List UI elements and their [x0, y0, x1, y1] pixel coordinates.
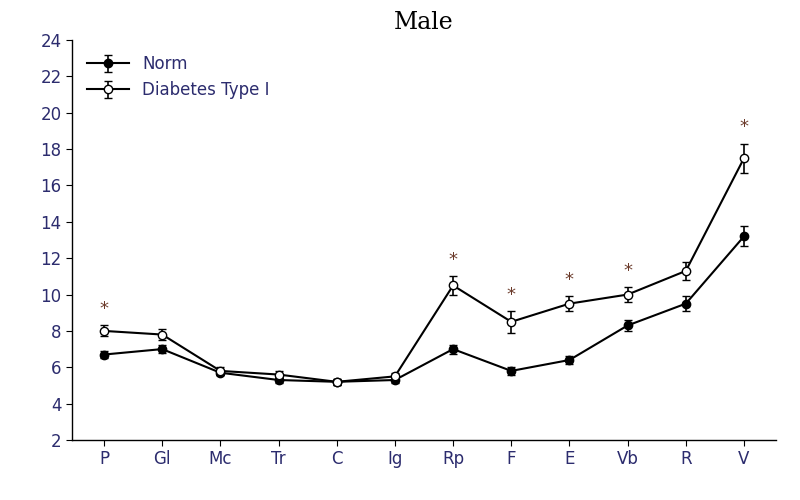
Text: *: *	[449, 251, 458, 269]
Text: *: *	[99, 300, 109, 318]
Legend: Norm, Diabetes Type I: Norm, Diabetes Type I	[80, 48, 276, 106]
Text: *: *	[739, 118, 749, 136]
Text: *: *	[623, 262, 632, 280]
Text: *: *	[506, 286, 516, 304]
Title: Male: Male	[394, 11, 454, 34]
Text: *: *	[565, 271, 574, 289]
